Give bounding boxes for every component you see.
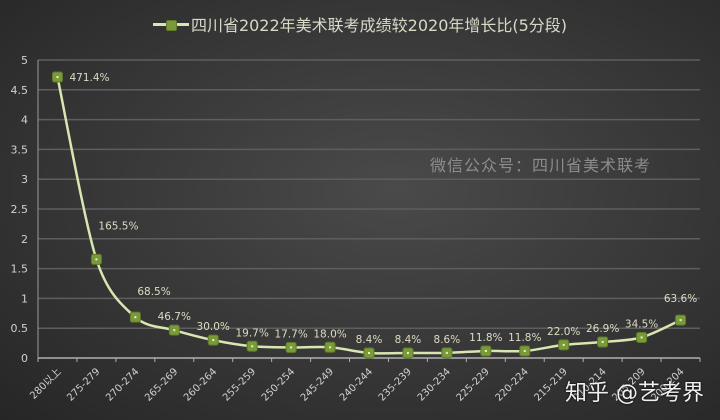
marker-dot [95, 258, 98, 261]
marker-dot [251, 345, 254, 348]
marker-dot [173, 329, 176, 332]
legend-label: 四川省2022年美术联考成绩较2020年增长比(5分段) [190, 16, 568, 35]
marker-dot [640, 336, 643, 339]
data-label: 34.5% [625, 318, 658, 330]
marker-dot [445, 351, 448, 354]
chart-legend: 四川省2022年美术联考成绩较2020年增长比(5分段) [0, 12, 720, 36]
data-label: 30.0% [197, 321, 230, 333]
x-tick-label: 240-244 [338, 366, 375, 403]
data-label: 8.4% [356, 334, 383, 346]
marker-dot [212, 339, 215, 342]
x-tick-label: 255-259 [221, 366, 258, 403]
x-tick-label: 265-269 [143, 366, 180, 403]
marker-dot [484, 349, 487, 352]
data-label: 8.4% [395, 334, 422, 346]
x-tick-label: 245-249 [299, 366, 336, 403]
x-tick-label: 260-264 [182, 366, 219, 403]
x-tick-label: 280以上 [27, 366, 63, 402]
y-tick-label: 4 [21, 114, 28, 127]
data-label: 26.9% [586, 323, 619, 335]
x-tick-label: 275-279 [65, 366, 102, 403]
marker-dot [134, 316, 137, 319]
y-tick-label: 3.5 [11, 143, 29, 156]
data-label: 11.8% [508, 332, 541, 344]
x-tick-label: 270-274 [104, 366, 141, 403]
x-tick-label: 220-224 [494, 366, 531, 403]
x-tick-label: 225-229 [455, 366, 492, 403]
data-label: 471.4% [69, 72, 109, 84]
y-tick-label: 4.5 [11, 84, 29, 97]
series-line [56, 76, 682, 355]
marker-dot [329, 346, 332, 349]
y-tick-label: 5 [21, 54, 28, 67]
data-label: 46.7% [158, 311, 191, 323]
marker-dot [56, 76, 59, 79]
data-label: 8.6% [434, 334, 461, 346]
y-tick-label: 0 [21, 352, 28, 365]
x-tick-label: 235-239 [377, 366, 414, 403]
marker-dot [523, 349, 526, 352]
data-label: 11.8% [469, 332, 502, 344]
y-tick-label: 0.5 [11, 322, 29, 335]
zhihu-watermark: 知乎 @艺考界 [565, 381, 704, 406]
data-label: 19.7% [235, 327, 268, 339]
data-label: 165.5% [98, 220, 138, 232]
x-tick-label: 250-254 [260, 366, 297, 403]
x-tick-label: 230-234 [416, 366, 453, 403]
marker-dot [601, 340, 604, 343]
y-tick-label: 1 [21, 292, 28, 305]
wechat-watermark: 微信公众号：四川省美术联考 [430, 156, 652, 175]
data-label: 68.5% [137, 286, 170, 298]
legend-line-marker-icon [152, 17, 189, 31]
y-tick-label: 3 [21, 173, 28, 186]
y-tick-label: 2 [21, 233, 28, 246]
data-label: 63.6% [664, 293, 697, 305]
data-label: 17.7% [274, 328, 307, 340]
data-label: 18.0% [313, 328, 346, 340]
marker-dot [290, 346, 293, 349]
marker-dot [406, 351, 409, 354]
data-label: 22.0% [547, 326, 580, 338]
marker-dot [562, 343, 565, 346]
y-tick-label: 2.5 [11, 203, 29, 216]
marker-dot [368, 351, 370, 354]
y-tick-label: 1.5 [11, 263, 29, 276]
marker-dot [679, 319, 682, 322]
